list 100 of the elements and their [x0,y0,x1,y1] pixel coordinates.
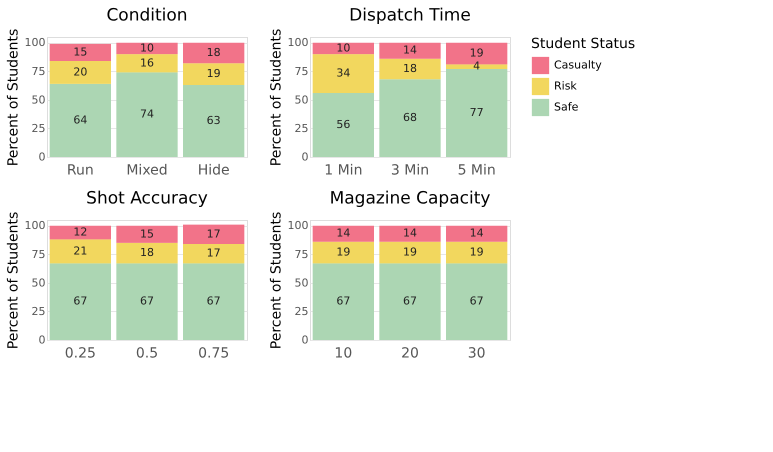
data-label: 63 [206,114,221,127]
bar [312,42,374,54]
data-label: 64 [73,113,88,126]
bar [379,79,441,157]
bar [379,242,441,264]
bar [183,244,244,264]
data-label: 14 [403,226,417,240]
legend-label: Casualty [554,58,602,72]
y-tick-label: 0 [38,334,46,346]
chart-title: Magazine Capacity [330,188,490,208]
data-label: 34 [336,66,350,80]
bar [183,42,244,64]
y-tick-label: 100 [288,36,308,50]
bar [50,84,111,157]
data-label: 19 [470,46,484,60]
data-label: 67 [403,294,417,308]
y-tick-label: 0 [38,150,46,164]
y-tick-label: 25 [294,122,308,135]
bar [50,263,111,340]
x-tick-label: 0.25 [64,346,96,362]
bar [116,42,178,54]
data-label: 18 [403,62,417,75]
bar [50,44,111,61]
y-tick-label: 50 [32,93,46,106]
x-tick-label: 30 [468,346,486,362]
data-label: 15 [73,45,88,58]
bar [183,224,244,244]
y-tick-label: 75 [294,248,308,261]
bar [312,93,374,157]
data-label: 67 [206,294,221,308]
data-label: 21 [73,244,88,258]
data-label: 12 [73,226,88,239]
data-label: 19 [206,67,221,80]
data-label: 16 [140,56,154,70]
chart-title: Shot Accuracy [86,188,208,208]
data-label: 68 [403,111,417,124]
chart-title: Condition [106,5,188,26]
bar [446,69,508,157]
data-label: 14 [403,44,417,57]
data-label: 67 [73,294,88,308]
data-label: 10 [140,41,154,54]
data-label: 10 [336,41,350,54]
x-tick-label: 5 Min [458,162,496,178]
bar [446,242,508,264]
x-tick-label: 20 [401,346,419,362]
bar [183,263,244,340]
bar [50,239,111,264]
bar [116,242,178,264]
data-label: 19 [470,246,484,259]
y-tick-label: 100 [24,36,46,50]
data-label: 67 [470,294,484,308]
y-axis-title: Percent of Students [268,28,285,166]
bar [379,226,441,242]
bar [116,263,178,340]
bar [446,226,508,242]
y-tick-label: 25 [32,304,46,318]
data-label: 67 [140,294,154,308]
y-tick-label: 25 [294,304,308,318]
y-tick-label: 0 [302,334,308,346]
data-label: 4 [473,60,480,73]
x-tick-label: 0.5 [136,346,158,362]
y-tick-label: 75 [32,248,46,261]
bar [116,54,178,72]
bar [379,263,441,340]
chart-title: Dispatch Time [349,5,471,26]
x-tick-label: Hide [198,162,230,178]
x-tick-label: 1 Min [324,162,362,178]
legend-title: Student Status [531,36,636,52]
bar [446,263,508,340]
data-label: 14 [470,226,484,240]
legend-label: Safe [554,100,579,114]
y-tick-label: 50 [294,93,308,106]
data-label: 14 [336,226,350,240]
x-tick-label: 0.75 [198,346,230,362]
data-label: 20 [73,65,88,78]
y-axis-title: Percent of Students [6,212,22,350]
bar [312,263,374,340]
bar [116,226,178,243]
legend-label: Risk [554,80,578,92]
x-tick-label: 3 Min [390,162,430,178]
y-tick-label: 75 [32,64,46,78]
data-label: 19 [336,246,350,259]
x-tick-label: Mixed [126,162,168,178]
data-label: 15 [140,227,154,240]
bar [379,58,441,80]
data-label: 18 [140,246,154,260]
data-label: 17 [206,227,221,240]
y-tick-label: 0 [302,150,308,164]
y-axis-title: Percent of Students [6,28,22,166]
bar [312,226,374,242]
x-tick-label: 10 [334,346,352,362]
bar [379,42,441,59]
bar [50,226,111,240]
y-tick-label: 100 [288,219,308,232]
y-tick-label: 50 [32,276,46,290]
y-axis-title: Percent of Students [268,212,285,350]
data-label: 19 [403,246,417,259]
bar [50,61,111,84]
data-label: 56 [336,118,350,131]
data-label: 77 [470,106,484,119]
